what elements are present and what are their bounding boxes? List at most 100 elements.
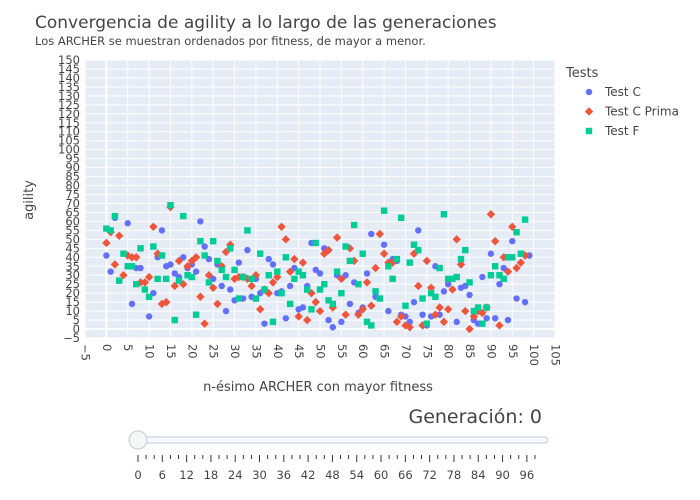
data-point: [268, 278, 278, 287]
data-point: [462, 246, 469, 254]
data-point: [248, 275, 255, 283]
data-point: [144, 272, 154, 282]
x-tick-label: 100: [527, 344, 541, 366]
data-point: [269, 318, 277, 326]
slider-handle[interactable]: [128, 430, 148, 450]
data-point: [342, 272, 349, 279]
data-point: [470, 307, 478, 315]
data-point: [419, 295, 426, 302]
slider-tick-label: 24: [228, 468, 243, 482]
data-point: [402, 302, 409, 309]
legend-item[interactable]: Test F: [585, 124, 640, 138]
data-point: [200, 319, 209, 328]
data-point: [362, 278, 372, 287]
data-point: [444, 280, 452, 288]
data-point: [192, 268, 200, 275]
data-point: [265, 255, 272, 263]
data-point: [209, 237, 217, 245]
chart-title: Convergencia de agility a lo largo de la…: [35, 13, 497, 33]
data-point: [162, 275, 170, 283]
data-point: [103, 252, 110, 259]
data-point: [513, 295, 520, 302]
slider-tick-label: 54: [349, 468, 364, 482]
data-point: [346, 257, 354, 265]
data-point: [375, 229, 385, 239]
data-point: [517, 250, 525, 257]
y-tick-label: 95: [65, 152, 80, 166]
data-point: [231, 266, 238, 274]
generation-slider[interactable]: Generación: 0 0 6 12 18 24 30 36 42 48 54 60 66 72 78…: [128, 406, 549, 482]
data-point: [346, 300, 354, 308]
x-tick-label: 30: [228, 344, 242, 359]
data-point: [119, 271, 128, 280]
legend-marker: [584, 107, 594, 116]
data-point: [350, 221, 358, 229]
data-point: [137, 264, 144, 272]
data-point: [504, 316, 512, 324]
data-point: [102, 238, 111, 248]
y-tick-label: 150: [58, 53, 80, 67]
data-point: [368, 322, 375, 329]
data-point: [201, 252, 208, 259]
data-point: [141, 286, 149, 293]
data-point: [188, 273, 196, 281]
data-point: [107, 227, 114, 234]
legend-item[interactable]: Test C Prima: [584, 105, 679, 119]
data-point: [299, 304, 307, 311]
data-point: [137, 245, 144, 252]
data-point: [145, 293, 153, 300]
data-point: [453, 318, 460, 326]
x-tick-label: 10: [143, 344, 157, 359]
y-tick-label: 115: [58, 116, 80, 130]
data-point: [449, 275, 456, 283]
data-point: [500, 264, 507, 272]
data-point: [235, 259, 243, 266]
data-point: [124, 263, 131, 270]
data-point: [192, 311, 200, 318]
data-point: [397, 214, 405, 222]
slider-tick-label: 60: [374, 468, 389, 482]
data-point: [342, 243, 349, 250]
data-point: [294, 312, 303, 321]
slider-track[interactable]: [129, 436, 549, 444]
data-point: [278, 289, 285, 297]
y-tick-label: 70: [65, 196, 80, 210]
data-point: [466, 291, 473, 299]
data-point: [133, 280, 140, 288]
data-point: [222, 307, 230, 315]
slider-ticks: 0 6 12 18 24 30 36 42 48 54 60 66 72 78 84 90 96: [134, 455, 536, 482]
data-point: [285, 267, 295, 276]
data-point: [114, 231, 124, 240]
y-tick-label: 0: [73, 322, 80, 336]
data-point: [512, 263, 521, 273]
y-tick-label: 15: [65, 295, 80, 309]
data-point: [385, 263, 392, 270]
data-point: [406, 318, 413, 326]
data-point: [239, 273, 247, 281]
data-point: [410, 241, 418, 248]
data-point: [183, 262, 192, 271]
x-tick-label: 35: [249, 344, 263, 359]
data-point: [197, 237, 204, 245]
x-tick-label: 85: [463, 344, 477, 359]
legend-item[interactable]: Test C: [585, 85, 641, 99]
y-tick-label: 105: [58, 134, 80, 148]
data-point: [227, 286, 234, 293]
data-point: [491, 263, 499, 270]
data-point: [427, 289, 435, 297]
data-point: [504, 254, 512, 261]
data-point: [372, 288, 379, 295]
data-point: [299, 272, 307, 279]
data-point: [496, 272, 503, 279]
data-point: [389, 275, 396, 283]
data-point: [321, 280, 328, 288]
data-point: [218, 282, 225, 290]
data-point: [140, 278, 150, 287]
data-point: [120, 250, 127, 257]
x-tick-label: 75: [420, 344, 434, 359]
data-point: [201, 243, 208, 250]
legend-title: Tests: [565, 66, 599, 81]
y-axis-label: agility: [22, 180, 37, 220]
x-tick-label: 50: [314, 344, 328, 359]
